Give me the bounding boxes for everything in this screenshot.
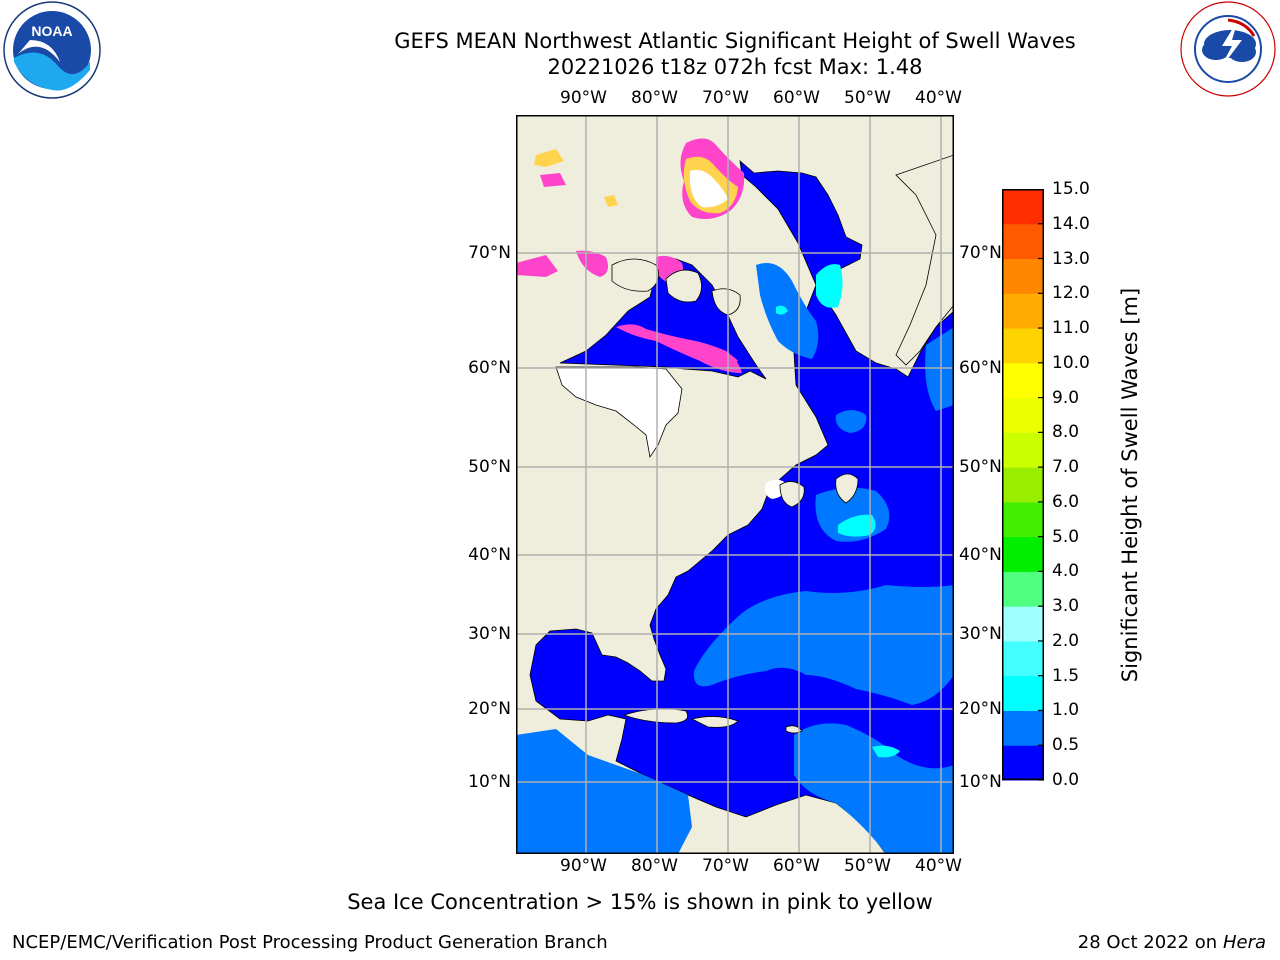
colorbar-segment — [1002, 189, 1044, 225]
colorbar-title: Significant Height of Swell Waves [m] — [1118, 287, 1142, 683]
colorbar-tick-label: 12.0 — [1052, 283, 1090, 304]
colorbar-tick-label: 6.0 — [1052, 491, 1080, 512]
lon-label-top: 40°W — [915, 88, 962, 108]
colorbar-segment — [1002, 606, 1044, 642]
white-ice-region — [555, 366, 683, 459]
colorbar — [1002, 189, 1044, 781]
colorbar-segment — [1002, 362, 1044, 399]
lat-label-left: 30°N — [468, 624, 511, 644]
footer-host: Hera — [1222, 932, 1266, 953]
colorbar-tick-label: 2.0 — [1052, 630, 1080, 651]
colorbar-tick-label: 9.0 — [1052, 387, 1080, 408]
lon-label-bottom: 40°W — [915, 856, 962, 876]
lat-label-left: 10°N — [468, 772, 511, 792]
map-frame — [516, 115, 954, 854]
lat-label-left: 50°N — [468, 457, 511, 477]
footer-right: 28 Oct 2022 on Hera — [1078, 932, 1266, 953]
lat-label-left: 60°N — [468, 358, 511, 378]
lon-label-top: 90°W — [560, 88, 607, 108]
lat-label-right: 40°N — [959, 545, 1002, 565]
lon-label-bottom: 50°W — [844, 856, 891, 876]
colorbar-segment — [1002, 675, 1044, 711]
lat-label-right: 60°N — [959, 358, 1002, 378]
colorbar-tick-label: 7.0 — [1052, 457, 1080, 478]
lat-label-right: 30°N — [959, 624, 1002, 644]
lat-label-right: 50°N — [959, 457, 1002, 477]
colorbar-tick-label: 5.0 — [1052, 526, 1080, 547]
chart-subtitle: 20221026 t18z 072h fcst Max: 1.48 — [547, 55, 923, 79]
colorbar-tick-label: 1.5 — [1052, 665, 1080, 686]
swell-0.5-1.0 — [516, 263, 954, 854]
colorbar-tick-label: 11.0 — [1052, 318, 1090, 339]
colorbar-tick-label: 1.0 — [1052, 700, 1080, 721]
colorbar-segment — [1002, 710, 1044, 746]
colorbar-tick-label: 4.0 — [1052, 561, 1080, 582]
sea-ice-note: Sea Ice Concentration > 15% is shown in … — [347, 890, 933, 914]
colorbar-segment — [1002, 328, 1044, 364]
lon-label-bottom: 80°W — [631, 856, 678, 876]
noaa-logo-text: NOAA — [31, 23, 72, 39]
colorbar-segment — [1002, 571, 1044, 607]
colorbar-segment — [1002, 640, 1044, 677]
colorbar-frame — [1002, 189, 1044, 780]
footer-date: 28 Oct 2022 on — [1077, 932, 1223, 953]
colorbar-tick-label: 10.0 — [1052, 352, 1090, 373]
lat-label-left: 40°N — [468, 545, 511, 565]
lon-label-top: 50°W — [844, 88, 891, 108]
lon-label-bottom: 90°W — [560, 856, 607, 876]
lat-label-left: 20°N — [468, 699, 511, 719]
lat-label-right: 20°N — [959, 699, 1002, 719]
footer-left: NCEP/EMC/Verification Post Processing Pr… — [12, 932, 608, 953]
map-panel — [516, 115, 954, 854]
lon-label-top: 70°W — [702, 88, 749, 108]
colorbar-segment — [1002, 501, 1044, 538]
lat-label-right: 10°N — [959, 772, 1002, 792]
lon-label-top: 80°W — [631, 88, 678, 108]
lon-label-bottom: 70°W — [702, 856, 749, 876]
colorbar-tick-label: 14.0 — [1052, 213, 1090, 234]
colorbar-tick-label: 13.0 — [1052, 248, 1090, 269]
colorbar-tick-label: 8.0 — [1052, 422, 1080, 443]
colorbar-tick-label: 3.0 — [1052, 596, 1080, 617]
nws-logo — [1180, 1, 1276, 97]
lon-label-top: 60°W — [773, 88, 820, 108]
colorbar-segment — [1002, 223, 1044, 260]
colorbar-segment — [1002, 293, 1044, 329]
lon-label-bottom: 60°W — [773, 856, 820, 876]
colorbar-segment — [1002, 745, 1044, 781]
noaa-logo: NOAA — [3, 1, 101, 99]
graticule — [516, 115, 954, 854]
colorbar-segment — [1002, 467, 1044, 503]
colorbar-segments — [1002, 189, 1044, 781]
colorbar-tick-label: 0.5 — [1052, 735, 1080, 756]
lat-label-right: 70°N — [959, 243, 1002, 263]
colorbar-tick-label: 15.0 — [1052, 179, 1090, 199]
chart-title: GEFS MEAN Northwest Atlantic Significant… — [394, 29, 1076, 53]
colorbar-tick-label: 0.0 — [1052, 770, 1080, 790]
colorbar-tick-marks — [1038, 189, 1044, 781]
colorbar-segment — [1002, 397, 1044, 433]
colorbar-segment — [1002, 258, 1044, 294]
colorbar-segment — [1002, 536, 1044, 572]
swell-1.0-1.5 — [776, 264, 900, 758]
colorbar-segment — [1002, 432, 1044, 468]
lat-label-left: 70°N — [468, 243, 511, 263]
